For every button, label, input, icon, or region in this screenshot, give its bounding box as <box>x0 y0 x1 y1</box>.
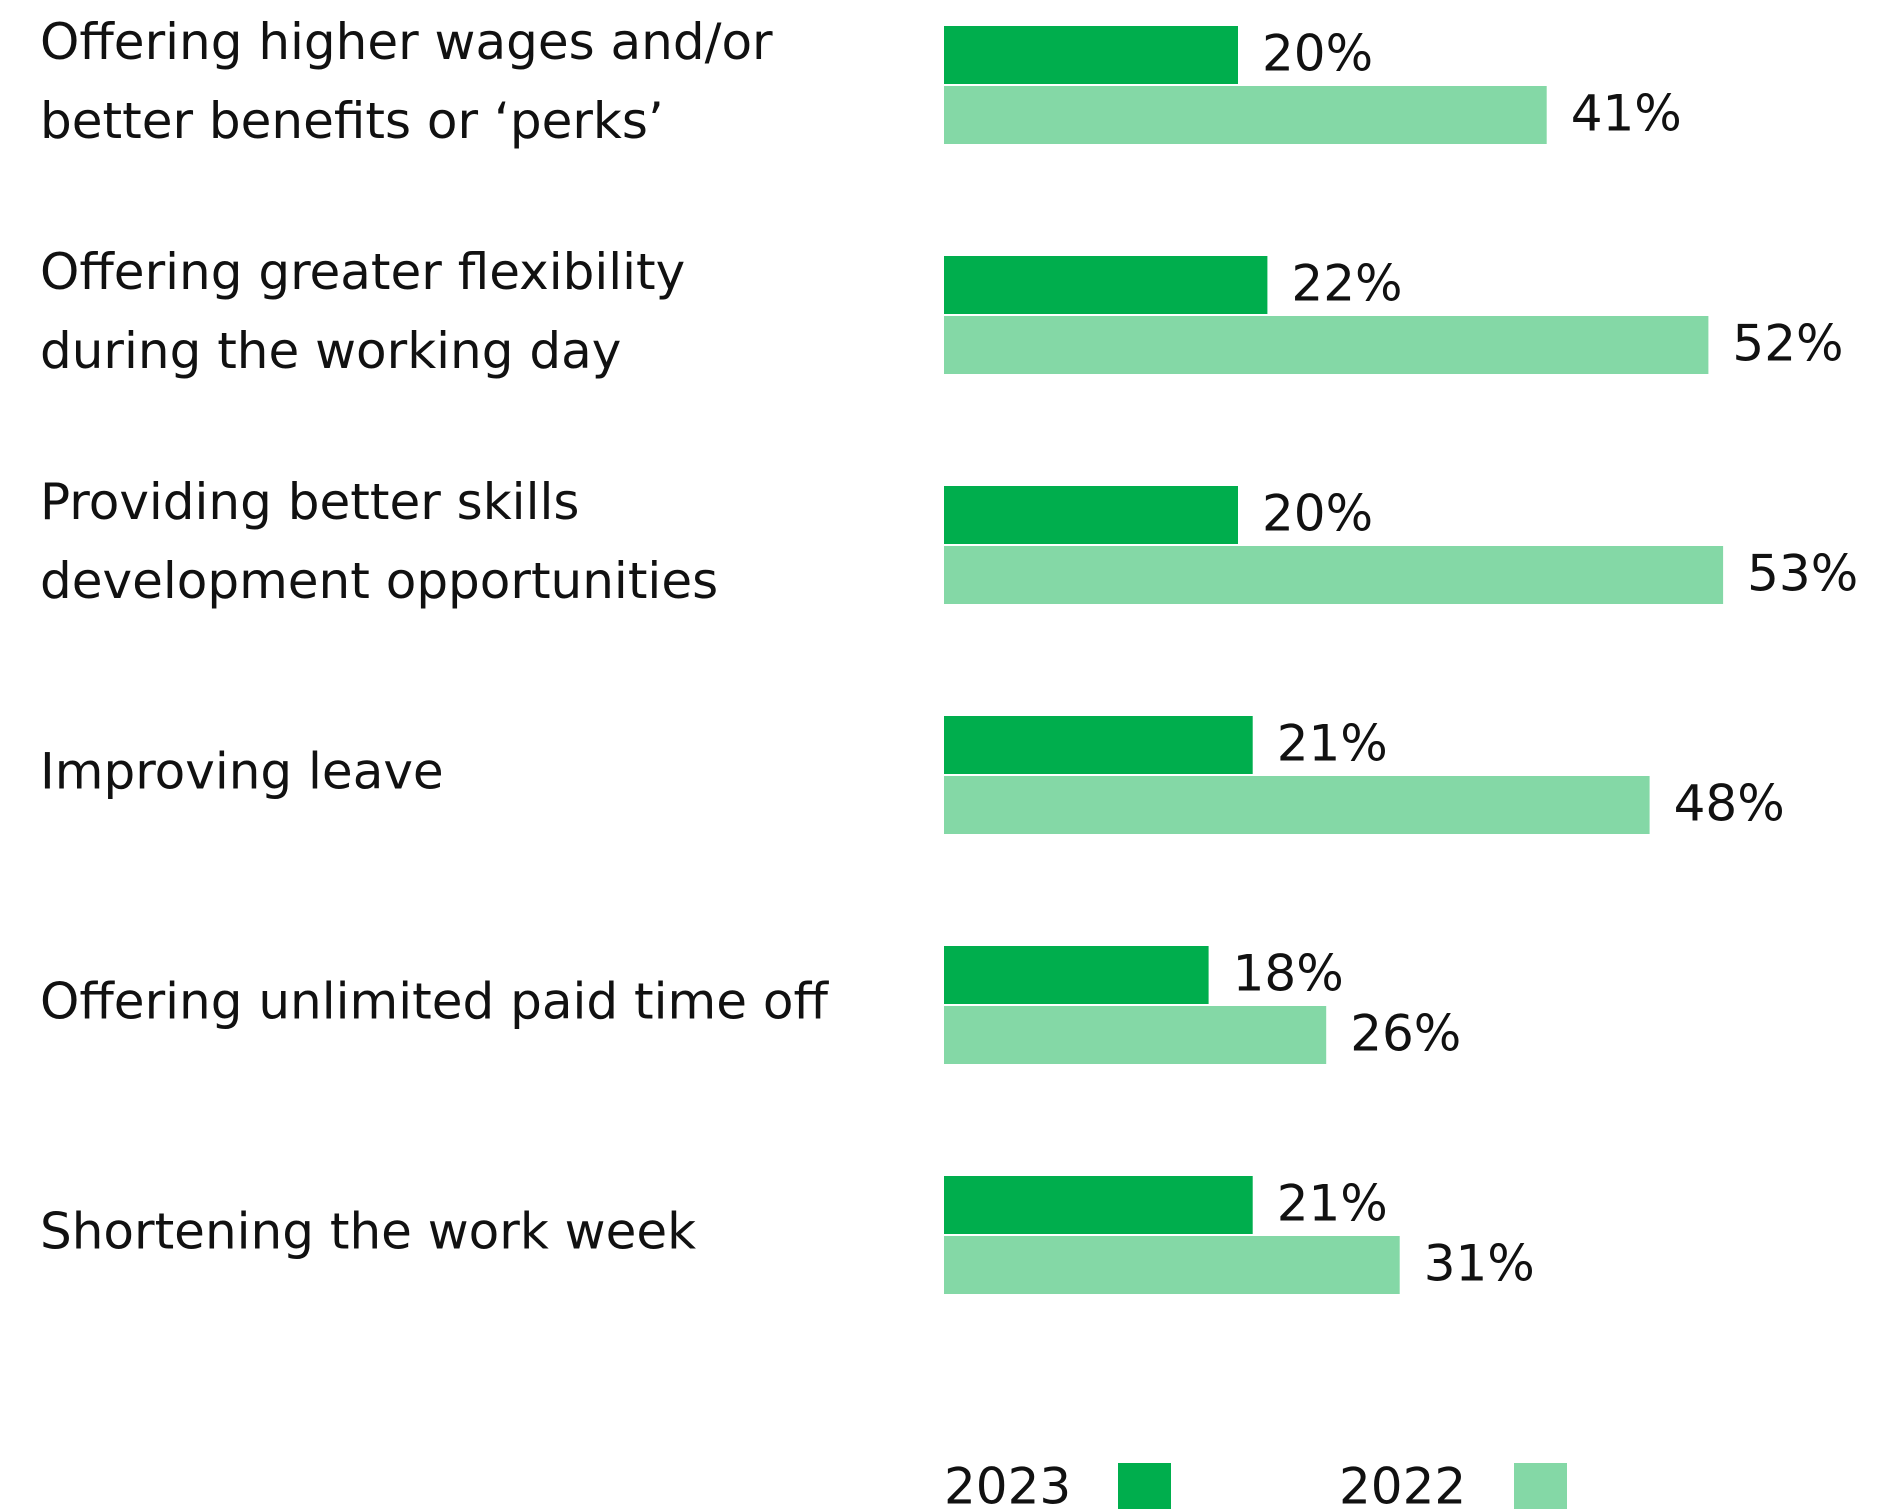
category-label: Shortening the work week <box>40 1203 696 1261</box>
bar <box>944 86 1547 144</box>
value-label: 21% <box>1277 1175 1388 1233</box>
category-label: development opportunities <box>40 552 718 610</box>
legend-swatch <box>1118 1463 1171 1509</box>
bar <box>944 1176 1253 1234</box>
bar <box>944 1006 1327 1064</box>
value-label: 53% <box>1747 545 1858 603</box>
value-label: 41% <box>1571 85 1682 143</box>
bar <box>944 776 1650 834</box>
value-label: 18% <box>1233 945 1344 1003</box>
category-label: Providing better skills <box>40 473 579 531</box>
category-label: Improving leave <box>40 743 444 801</box>
value-label: 26% <box>1350 1005 1461 1063</box>
value-label: 31% <box>1424 1235 1535 1293</box>
value-label: 52% <box>1732 315 1843 373</box>
bar <box>944 716 1253 774</box>
bar <box>944 26 1238 84</box>
legend-label: 2023 <box>944 1458 1071 1509</box>
category-label: Offering unlimited paid time off <box>40 973 829 1031</box>
value-label: 21% <box>1277 715 1388 773</box>
category-label: Offering greater flexibility <box>40 243 685 301</box>
legend-swatch <box>1514 1463 1567 1509</box>
bar <box>944 946 1209 1004</box>
category-label: during the working day <box>40 322 621 380</box>
value-label: 20% <box>1262 25 1373 83</box>
value-label: 22% <box>1291 255 1402 313</box>
bar <box>944 1236 1400 1294</box>
legend-label: 2022 <box>1339 1458 1466 1509</box>
bar <box>944 546 1724 604</box>
bar <box>944 256 1268 314</box>
bar <box>944 486 1238 544</box>
category-label: Offering higher wages and/or <box>40 13 773 71</box>
value-label: 20% <box>1262 485 1373 543</box>
bar <box>944 316 1709 374</box>
value-label: 48% <box>1674 775 1785 833</box>
category-label: better benefits or ‘perks’ <box>40 92 664 150</box>
